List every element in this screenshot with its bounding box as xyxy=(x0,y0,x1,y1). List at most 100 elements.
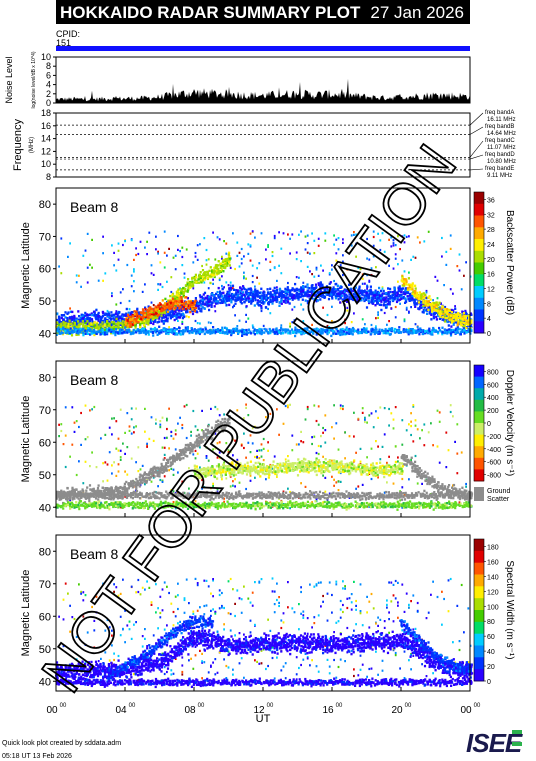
heatmap-cell xyxy=(280,272,283,275)
heatmap-cell xyxy=(413,294,416,297)
heatmap-cell xyxy=(194,500,197,503)
heatmap-cell xyxy=(236,327,239,330)
heatmap-cell xyxy=(223,497,225,500)
heatmap-cell xyxy=(91,408,93,411)
heatmap-cell xyxy=(398,326,401,329)
heatmap-cell xyxy=(405,308,408,311)
heatmap-cell xyxy=(390,307,393,310)
heatmap-cell xyxy=(463,321,466,325)
heatmap-cell xyxy=(420,295,423,298)
heatmap-cell xyxy=(192,287,195,290)
heatmap-cell xyxy=(117,326,120,330)
heatmap-cell xyxy=(452,310,455,314)
heatmap-cell xyxy=(337,287,340,291)
heatmap-cell xyxy=(350,328,353,331)
heatmap-cell xyxy=(103,333,107,336)
heatmap-cell xyxy=(73,430,76,433)
heatmap-cell xyxy=(354,293,357,296)
heatmap-cell xyxy=(280,300,283,303)
heatmap-cell xyxy=(376,297,380,300)
heatmap-cell xyxy=(162,330,165,333)
heatmap-cell xyxy=(189,301,192,304)
heatmap-cell xyxy=(171,308,174,311)
heatmap-cell xyxy=(461,310,464,313)
heatmap-cell xyxy=(247,297,251,300)
heatmap-cell xyxy=(135,425,137,428)
heatmap-cell xyxy=(249,232,252,235)
heatmap-cell xyxy=(68,317,71,320)
heatmap-cell xyxy=(88,325,91,328)
heatmap-cell xyxy=(381,287,384,290)
heatmap-cell xyxy=(151,316,155,320)
heatmap-cell xyxy=(163,320,166,323)
heatmap-cell xyxy=(225,293,229,296)
heatmap-cell xyxy=(182,331,185,334)
heatmap-cell xyxy=(397,289,400,292)
heatmap-cell xyxy=(428,327,431,330)
heatmap-cell xyxy=(397,286,400,289)
heatmap-cell xyxy=(386,323,388,326)
heatmap-cell xyxy=(241,295,244,298)
heatmap-cell xyxy=(95,308,98,312)
heatmap-cell xyxy=(360,296,363,300)
heatmap-cell xyxy=(174,306,177,310)
heatmap-cell xyxy=(133,268,135,271)
heatmap-cell xyxy=(108,320,111,323)
heatmap-cell xyxy=(95,326,98,329)
heatmap-cell xyxy=(162,315,165,318)
heatmap-cell xyxy=(159,426,162,429)
heatmap-cell xyxy=(452,320,455,323)
heatmap-cell xyxy=(116,331,120,334)
heatmap-cell xyxy=(171,297,174,300)
heatmap-cell xyxy=(188,487,190,490)
heatmap-cell xyxy=(331,264,333,267)
frequency-band-name: freq bandA xyxy=(485,110,514,116)
heatmap-cell xyxy=(366,456,368,459)
heatmap-cell xyxy=(273,237,276,240)
heatmap-cell xyxy=(263,296,266,299)
heatmap-cell xyxy=(90,327,93,330)
heatmap-cell xyxy=(200,307,203,310)
heatmap-cell xyxy=(75,318,78,322)
heatmap-cell xyxy=(216,442,219,445)
heatmap-cell xyxy=(315,451,318,455)
heatmap-cell xyxy=(431,302,434,305)
heatmap-cell xyxy=(404,278,407,281)
heatmap-cell xyxy=(341,330,344,334)
heatmap-cell xyxy=(238,331,241,334)
heatmap-cell xyxy=(249,330,252,333)
heatmap-cell xyxy=(157,252,159,255)
heatmap-cell xyxy=(311,288,314,291)
heatmap-cell xyxy=(175,293,178,296)
heatmap-cell xyxy=(247,292,250,296)
heatmap-cell xyxy=(179,299,182,303)
heatmap-cell xyxy=(311,323,313,326)
heatmap-cell xyxy=(127,311,130,314)
heatmap-cell xyxy=(339,301,342,304)
heatmap-cell xyxy=(285,329,288,333)
heatmap-cell xyxy=(403,320,406,323)
heatmap-cell xyxy=(256,267,258,270)
heatmap-cell xyxy=(212,330,215,334)
frequency-tick-label: 8 xyxy=(46,172,51,182)
heatmap-cell xyxy=(181,332,185,336)
heatmap-cell xyxy=(175,317,178,320)
heatmap-cell xyxy=(97,315,100,318)
heatmap-cell xyxy=(193,276,196,280)
heatmap-cell xyxy=(399,331,402,334)
heatmap-cell xyxy=(306,251,309,254)
heatmap-cell xyxy=(333,484,335,487)
heatmap-cell xyxy=(213,275,216,279)
heatmap-cell xyxy=(62,327,65,331)
heatmap-cell xyxy=(353,231,355,234)
heatmap-cell xyxy=(441,255,443,258)
heatmap-cell xyxy=(441,310,444,313)
heatmap-cell xyxy=(423,240,426,243)
heatmap-cell xyxy=(358,299,361,302)
heatmap-cell xyxy=(300,288,303,291)
heatmap-cell xyxy=(144,311,147,315)
heatmap-cell xyxy=(461,329,465,332)
heatmap-cell xyxy=(422,303,425,306)
heatmap-cell xyxy=(269,291,272,294)
heatmap-cell xyxy=(199,327,202,330)
